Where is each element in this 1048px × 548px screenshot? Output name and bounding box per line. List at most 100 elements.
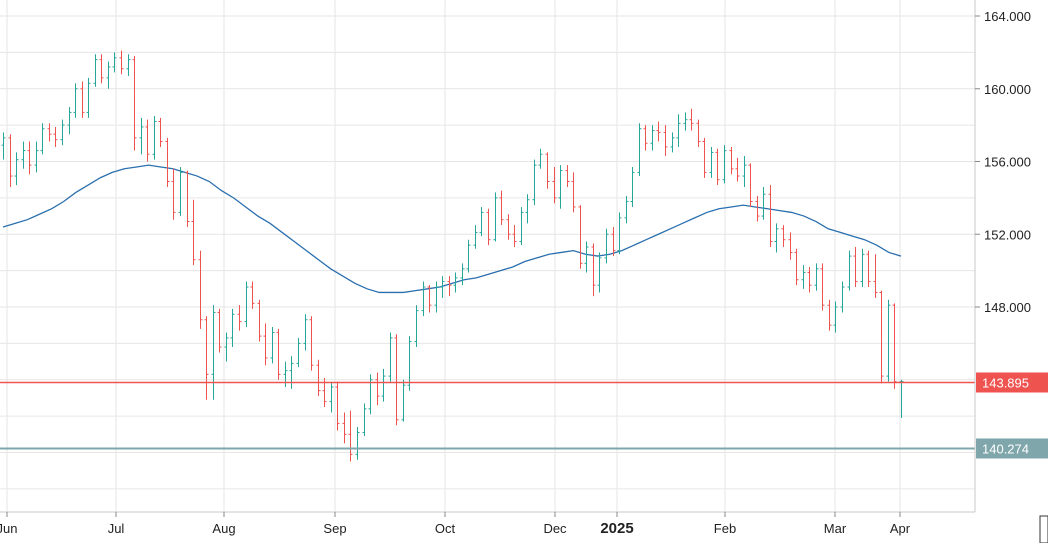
ohlc-bar [853, 246, 858, 287]
time-tick-label: Dec [543, 521, 567, 536]
ohlc-bar [768, 185, 773, 247]
ohlc-bar [80, 81, 85, 118]
ohlc-bar [198, 250, 203, 329]
ohlc-bar [545, 152, 550, 189]
ohlc-bar [99, 54, 104, 84]
moving-average-path [2, 164, 902, 294]
ohlc-bar [748, 163, 753, 207]
ohlc-bar [899, 379, 904, 418]
ohlc-bar [276, 328, 281, 380]
ohlc-bar [362, 403, 367, 437]
price-axis-panel [976, 0, 1048, 512]
ohlc-bar [807, 266, 812, 293]
ohlc-bar [434, 281, 439, 313]
ohlc-bar [381, 368, 386, 402]
ohlc-bar [696, 119, 701, 147]
ohlc-bar [191, 199, 196, 266]
ohlc-bar [794, 248, 799, 286]
price-line-label: 143.895 [976, 372, 1048, 393]
ohlc-bar [270, 327, 275, 364]
ohlc-bar [597, 252, 602, 293]
ohlc-bar [558, 165, 563, 209]
time-tick-label: Mar [824, 521, 847, 536]
price-tick-label: 148.000 [984, 300, 1031, 315]
ohlc-bar [112, 52, 117, 73]
ohlc-bar [643, 125, 648, 151]
ohlc-bar [473, 225, 478, 249]
ohlc-bar [584, 241, 589, 273]
ohlc-bar [355, 427, 360, 460]
ohlc-bar [879, 290, 884, 384]
ohlc-bar [401, 379, 406, 422]
time-tick-label: Apr [890, 521, 911, 536]
price-lines [0, 381, 975, 450]
ohlc-bar [814, 263, 819, 291]
ohlc-bar [257, 299, 262, 342]
ohlc-bar [1, 132, 6, 160]
ohlc-bar [755, 196, 760, 222]
time-axis-panel [0, 513, 1048, 543]
time-tick-label: Oct [435, 521, 456, 536]
ohlc-bar [630, 166, 635, 207]
ohlc-bar [178, 166, 183, 217]
ohlc-bar [309, 316, 314, 371]
ohlc-bar [230, 308, 235, 348]
ohlc-bar [21, 141, 26, 169]
ohlc-bar [519, 206, 524, 246]
time-tick-label: Aug [212, 521, 235, 536]
ohlc-bar [86, 77, 91, 118]
time-tick-label: Sep [323, 521, 346, 536]
ohlc-bar [47, 123, 52, 142]
price-tick-label: 156.000 [984, 155, 1031, 170]
ohlc-bar [499, 190, 504, 226]
ohlc-bar [303, 314, 308, 351]
ohlc-bar [316, 359, 321, 397]
ohlc-bar [171, 168, 176, 220]
ohlc-bar [788, 232, 793, 260]
ohlc-bar [329, 381, 334, 413]
ohlc-bar [860, 248, 865, 287]
ohlc-bar [60, 119, 65, 146]
ohlc-bar [250, 281, 255, 309]
ohlc-bar [8, 134, 13, 187]
price-tick-label: 164.000 [984, 9, 1031, 24]
ohlc-bar [650, 125, 655, 151]
ohlc-bar [617, 212, 622, 255]
ohlc-bar [493, 192, 498, 242]
time-tick-label: Jul [108, 521, 125, 536]
price-tick-label: 160.000 [984, 82, 1031, 97]
ohlc-bar [27, 141, 32, 175]
ohlc-bar [185, 170, 190, 227]
ohlc-bar [126, 54, 131, 77]
ohlc-bar [204, 316, 209, 400]
ohlc-bar [670, 132, 675, 153]
ohlc-bar [335, 381, 340, 431]
ohlc-bar [152, 116, 157, 160]
ohlc-bar [663, 125, 668, 157]
ohlc-bar [591, 243, 596, 297]
ohlc-bar [486, 208, 491, 246]
ohlc-bar [742, 156, 747, 187]
ohlc-bar [289, 356, 294, 389]
ohlc-bars [1, 50, 904, 462]
ohlc-bar [873, 254, 878, 298]
ohlc-bar [421, 281, 426, 317]
ohlc-bar [571, 172, 576, 213]
ohlc-bar [67, 106, 72, 135]
ohlc-bar [348, 410, 353, 462]
ohlc-bar [132, 56, 137, 151]
ohlc-bar [211, 305, 216, 400]
ohlc-bar [676, 114, 681, 147]
ohlc-bar [119, 50, 124, 75]
ohlc-bar [460, 263, 465, 286]
ohlc-bar [296, 337, 301, 368]
ohlc-bar [466, 239, 471, 273]
ohlc-bar [886, 299, 891, 382]
ohlc-bar [375, 372, 380, 406]
ohlc-bar [34, 141, 39, 173]
ohlc-bar [139, 117, 144, 155]
ohlc-bar [709, 146, 714, 178]
ohlc-bar [368, 374, 373, 415]
